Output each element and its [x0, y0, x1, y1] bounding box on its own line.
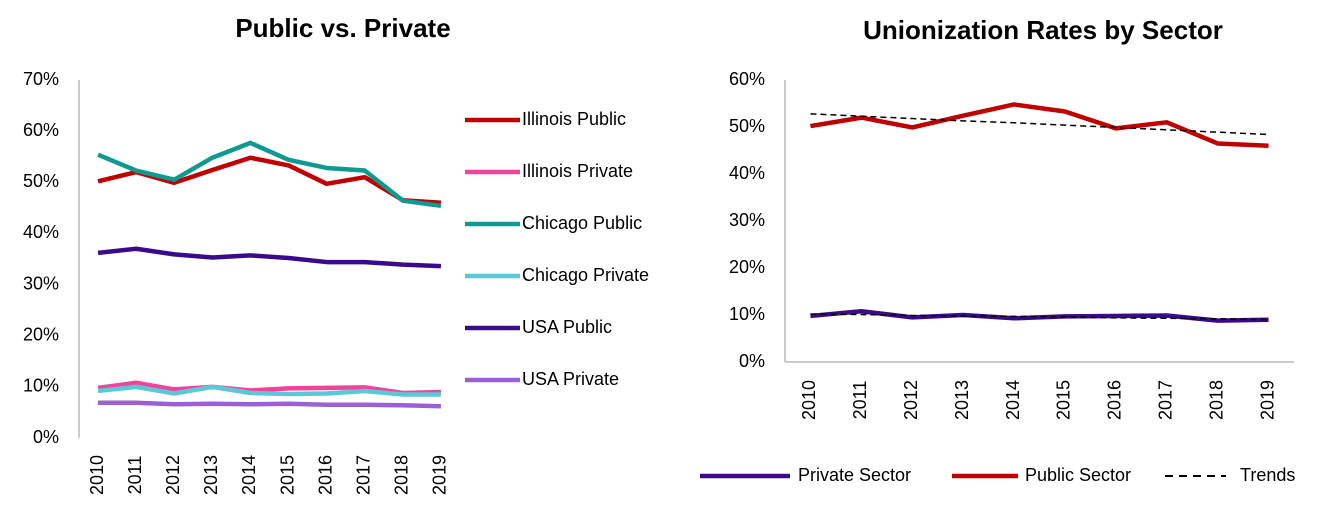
chart-title: Unionization Rates by Sector [863, 15, 1223, 45]
series-line [97, 155, 442, 205]
x-tick-label: 2019 [1257, 380, 1277, 420]
y-tick-label: 30% [23, 273, 59, 293]
y-tick-label: 20% [729, 257, 765, 277]
x-tick-label: 2014 [239, 455, 259, 495]
series-line [97, 246, 442, 269]
legend-label: Trends [1240, 465, 1295, 485]
legend-label: Illinois Public [522, 109, 626, 129]
x-tick-label: 2013 [952, 380, 972, 420]
y-tick-label: 40% [23, 222, 59, 242]
y-tick-label: 60% [23, 120, 59, 140]
y-tick-label: 10% [729, 304, 765, 324]
y-tick-label: 60% [729, 69, 765, 89]
x-tick-label: 2017 [354, 455, 374, 495]
legend-label: USA Private [522, 369, 619, 389]
y-tick-label: 10% [23, 376, 59, 396]
series-line [98, 400, 442, 409]
x-tick-label: 2016 [315, 455, 335, 495]
legend-label: Private Sector [798, 465, 911, 485]
x-tick-label: 2010 [87, 455, 107, 495]
x-tick-label: 2011 [125, 456, 145, 495]
x-tick-label: 2018 [1206, 380, 1226, 420]
x-tick-label: 2015 [1054, 380, 1074, 420]
y-tick-label: 50% [729, 116, 765, 136]
legend-label: Public Sector [1025, 465, 1131, 485]
legend-label: Chicago Public [522, 213, 642, 233]
x-tick-label: 2019 [430, 455, 450, 495]
chart-title: Public vs. Private [235, 13, 450, 43]
trend-line [810, 113, 1269, 136]
trend-line [810, 313, 1269, 321]
series-line [97, 384, 441, 397]
legend-label: Illinois Private [522, 161, 633, 181]
y-tick-label: 70% [23, 69, 59, 89]
y-tick-label: 40% [729, 163, 765, 183]
legend-label: Chicago Private [522, 265, 649, 285]
y-tick-label: 20% [23, 324, 59, 344]
y-tick-label: 0% [739, 351, 765, 371]
x-tick-label: 2015 [277, 455, 297, 495]
x-tick-label: 2011 [850, 381, 870, 420]
series-line [97, 140, 442, 209]
x-tick-label: 2013 [201, 455, 221, 495]
x-tick-label: 2014 [1003, 380, 1023, 420]
x-tick-label: 2012 [901, 380, 921, 420]
y-tick-label: 50% [23, 171, 59, 191]
series-line [810, 308, 1269, 323]
x-tick-label: 2018 [392, 455, 412, 495]
x-tick-label: 2016 [1105, 380, 1125, 420]
x-tick-label: 2012 [163, 455, 183, 495]
series-line [97, 380, 442, 396]
legend-label: USA Public [522, 317, 612, 337]
x-tick-label: 2017 [1156, 380, 1176, 420]
y-tick-label: 0% [33, 427, 59, 447]
y-tick-label: 30% [729, 210, 765, 230]
x-tick-label: 2010 [799, 380, 819, 420]
series-line [810, 102, 1269, 149]
